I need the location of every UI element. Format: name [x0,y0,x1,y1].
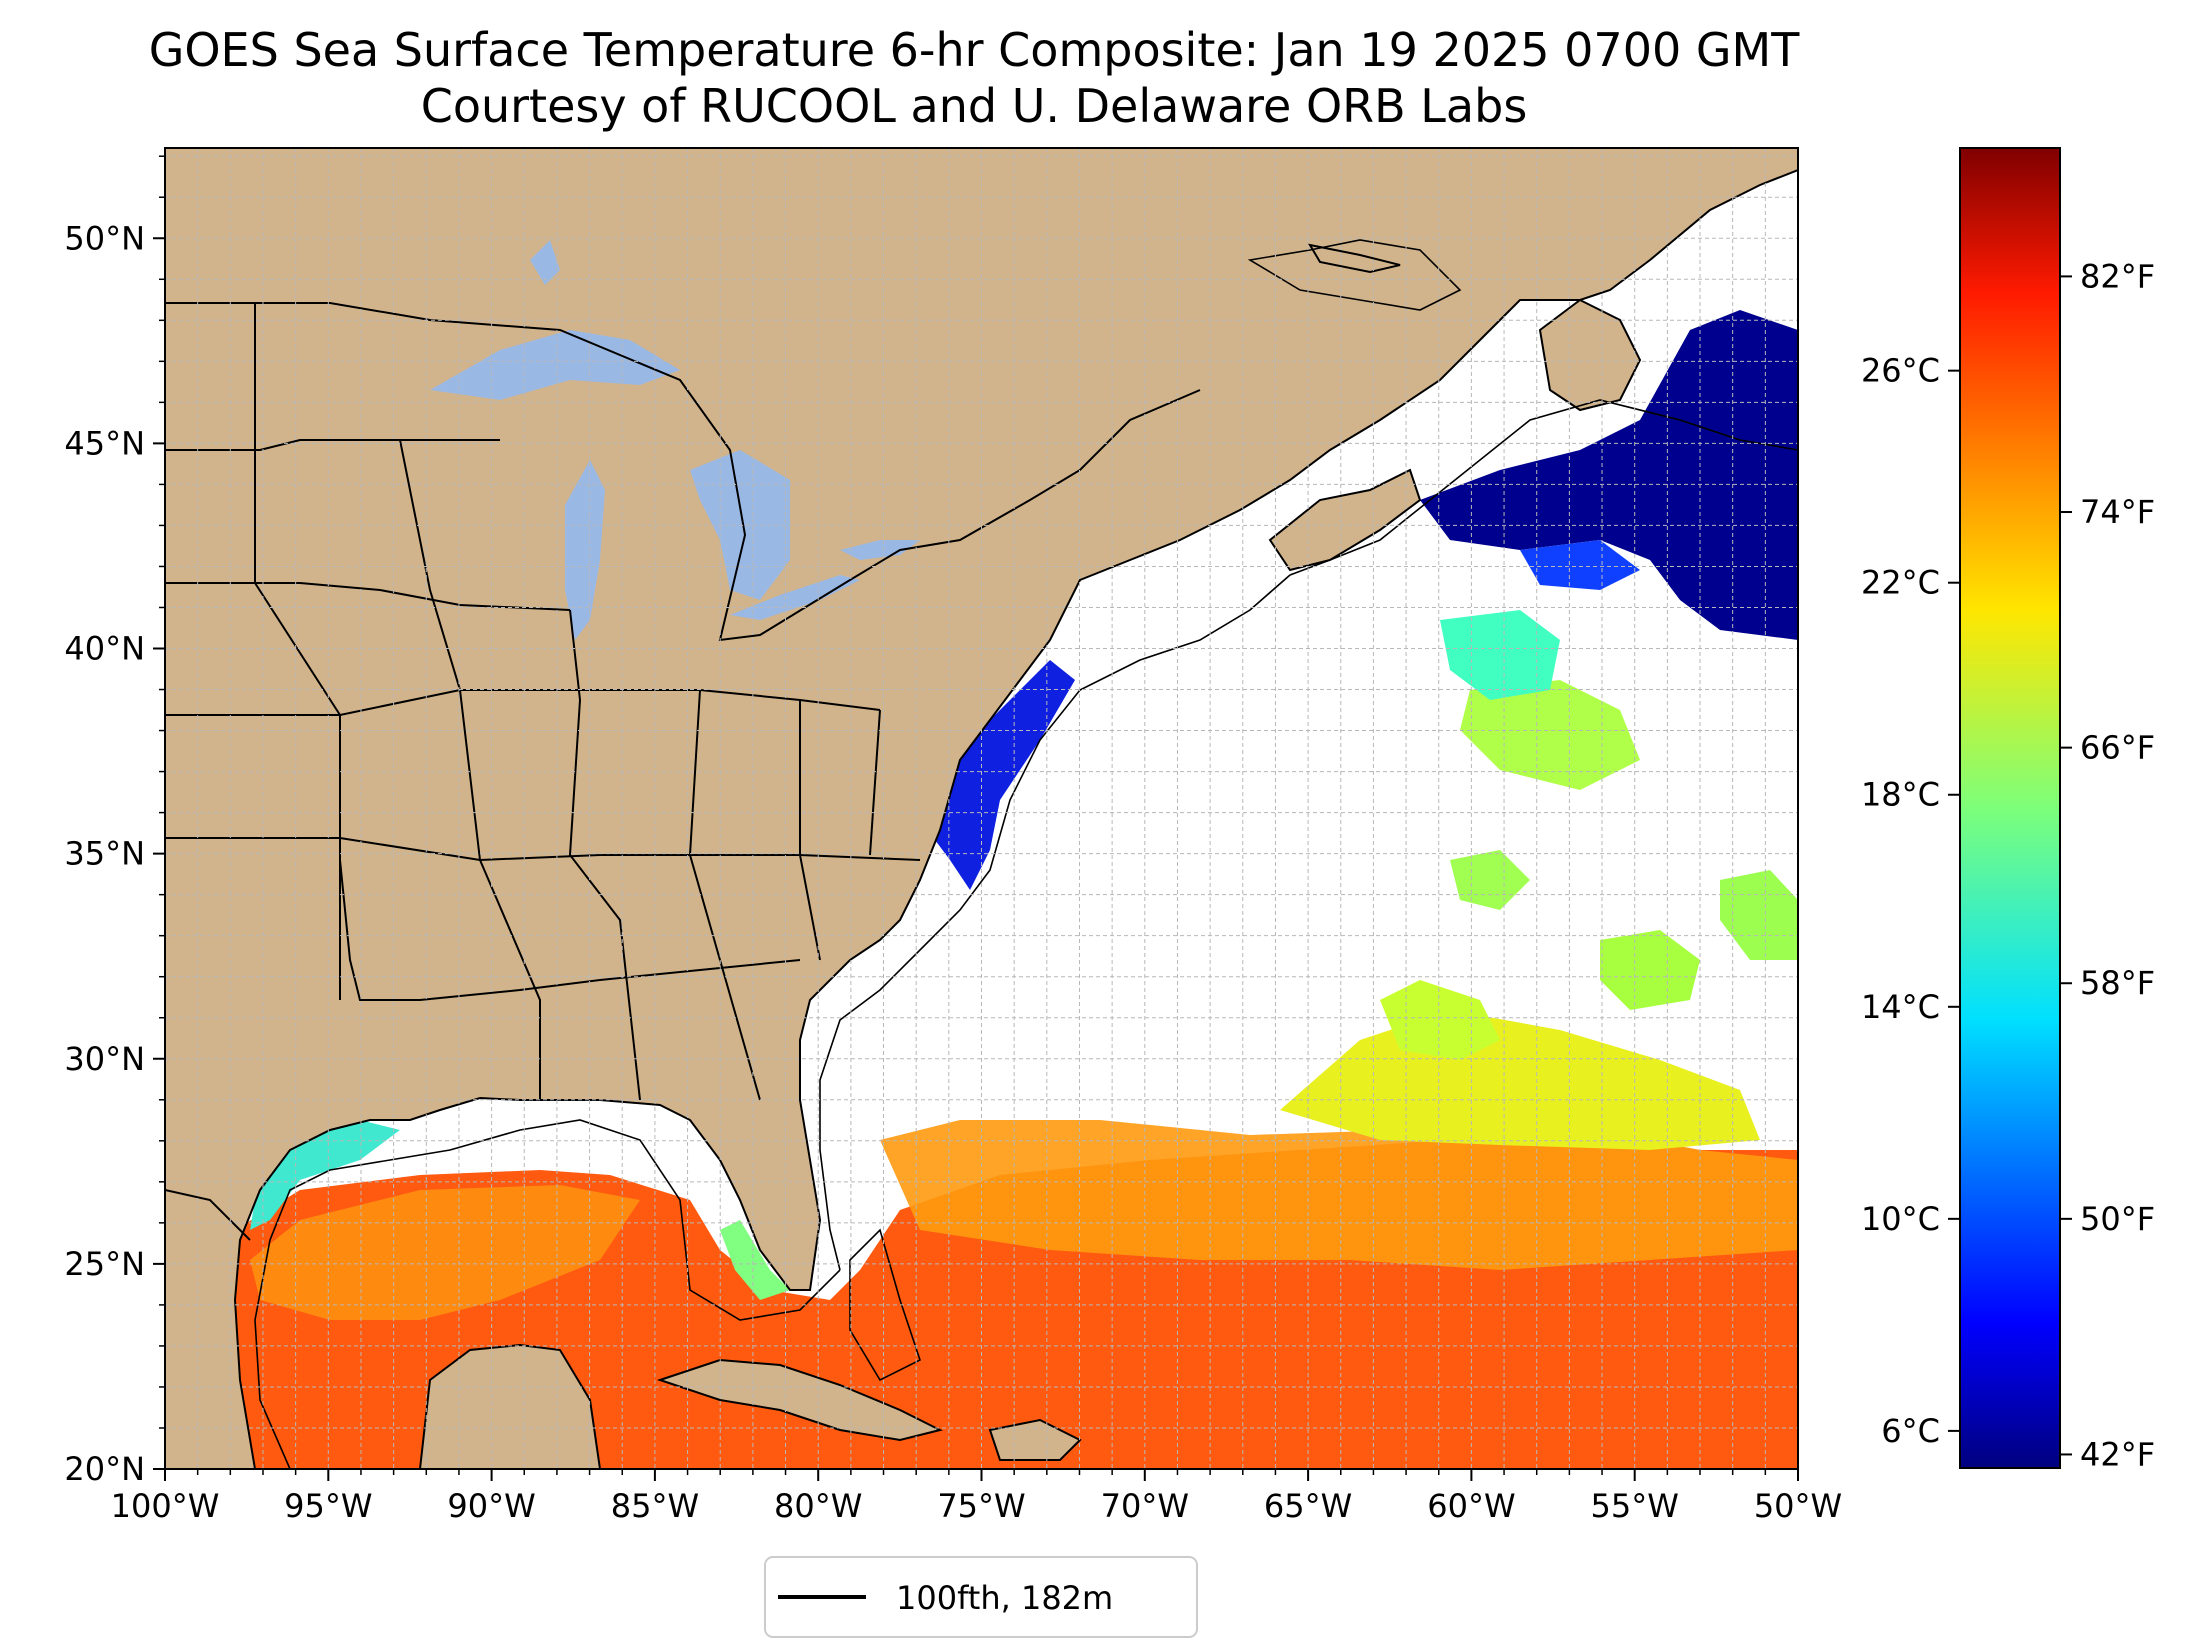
colorbar: 6°C 10°C 14°C 18°C 22°C 26°C 42°F 50°F 58°F 66°F… [1861,147,2155,1473]
colorbar-fahrenheit-label: 74°F [2080,493,2155,531]
colorbar-fahrenheit-label: 82°F [2080,257,2155,295]
sst-cold-northeast [1420,310,1798,640]
lat-tick-label: 35°N [64,835,145,873]
border-lat-1 [165,439,500,451]
lon-tick-label: 80°W [774,1487,862,1525]
lat-tick-label: 30°N [64,1040,145,1078]
colorbar-celsius-label: 18°C [1861,776,1940,814]
lon-tick-label: 75°W [937,1487,1025,1525]
land-cuba [656,1358,943,1442]
isobath-bahamas [849,1228,921,1382]
lon-tick-label: 85°W [611,1487,699,1525]
colorbar-celsius-label: 14°C [1861,988,1940,1026]
lon-tick-label: 90°W [447,1487,535,1525]
lon-tick-label: 50°W [1754,1487,1842,1525]
sst-green-patch-1 [1460,680,1640,790]
colorbar-fahrenheit-ticks: 42°F 50°F 58°F 66°F 74°F 82°F [2060,257,2155,1473]
lon-tick-label: 70°W [1101,1487,1189,1525]
lon-tick-label: 55°W [1591,1487,1679,1525]
map-panel [165,148,1798,1469]
land [165,148,1798,1469]
colorbar-fahrenheit-label: 50°F [2080,1200,2155,1238]
isobath-100fth [254,239,1798,1469]
land-anticosti [1308,243,1401,274]
sst-cyan-patch [1440,610,1560,700]
figure-title-line1: GOES Sea Surface Temperature 6-hr Compos… [149,23,1800,77]
sst-blue-coastal [905,660,1075,890]
lake-michigan [565,460,605,640]
sst-orange-band [880,1120,1798,1270]
sst-blue-nova-scotia [1520,540,1640,590]
colorbar-fahrenheit-label: 58°F [2080,964,2155,1002]
lake-ontario [840,540,920,560]
lat-tick-label: 50°N [64,219,145,257]
lat-tick-label: 20°N [64,1450,145,1488]
border-us-canada [165,302,1201,642]
border-lon-2 [399,439,541,1100]
lat-tick-label: 45°N [64,424,145,462]
sst-orange-gulf [250,1185,640,1320]
border-lon-4 [688,689,761,1101]
lake-erie [730,575,860,620]
great-lakes [430,240,920,640]
border-mexico [165,1189,251,1241]
sst-green-florida [720,1220,790,1300]
border-lon-6 [869,709,881,856]
colorbar-fahrenheit-label: 66°F [2080,729,2155,767]
latitude-axis: 20°N 25°N 30°N 35°N 40°N 45°N 50°N [64,155,165,1488]
land-hispaniola [988,1418,1082,1461]
border-lon-5 [799,700,821,961]
colorbar-celsius-label: 22°C [1861,564,1940,602]
isobath-northeast [1289,399,1798,576]
legend: 100fth, 182m [764,1556,1198,1638]
land-yucatan [418,1343,602,1469]
sst-green-patch-3 [1600,930,1700,1010]
lake-superior [430,330,680,400]
sst-lime-blob-1 [1380,980,1500,1060]
sst-green-patch-4 [1720,870,1798,960]
figure-title-line2: Courtesy of RUCOOL and U. Delaware ORB L… [421,79,1528,133]
colorbar-celsius-label: 10°C [1861,1200,1940,1238]
land-north-america [165,148,1798,1469]
lon-tick-label: 95°W [284,1487,372,1525]
lon-tick-label: 100°W [111,1487,220,1525]
longitude-axis: 100°W 95°W 90°W 85°W 80°W 75°W 70°W 65°W 60°W 55°… [111,1469,1842,1525]
colorbar-celsius-ticks: 6°C 10°C 14°C 18°C 22°C 26°C [1861,352,1960,1450]
isobath-atlantic [819,574,1291,1271]
political-borders [165,302,1201,1241]
lat-tick-label: 25°N [64,1245,145,1283]
colorbar-celsius-label: 26°C [1861,352,1940,390]
lat-tick-label: 40°N [64,630,145,668]
map-gridlines [165,148,1798,1469]
colorbar-celsius-label: 6°C [1881,1412,1940,1450]
border-lon-1 [254,303,341,1000]
colorbar-gradient [1959,147,2061,1469]
border-lat-5 [339,859,801,1001]
legend-box [764,1556,1198,1638]
border-lon-3 [568,609,641,1101]
isobath-gulf-of-st-lawrence [1247,239,1462,311]
lon-tick-label: 65°W [1264,1487,1352,1525]
lon-tick-label: 60°W [1427,1487,1515,1525]
colorbar-fahrenheit-label: 42°F [2080,1435,2155,1473]
lake-winnipeg-area [530,240,560,285]
land-newfoundland [1538,298,1642,412]
legend-label: 100fth, 182m [896,1579,1113,1617]
land-nova-scotia [1268,468,1422,572]
